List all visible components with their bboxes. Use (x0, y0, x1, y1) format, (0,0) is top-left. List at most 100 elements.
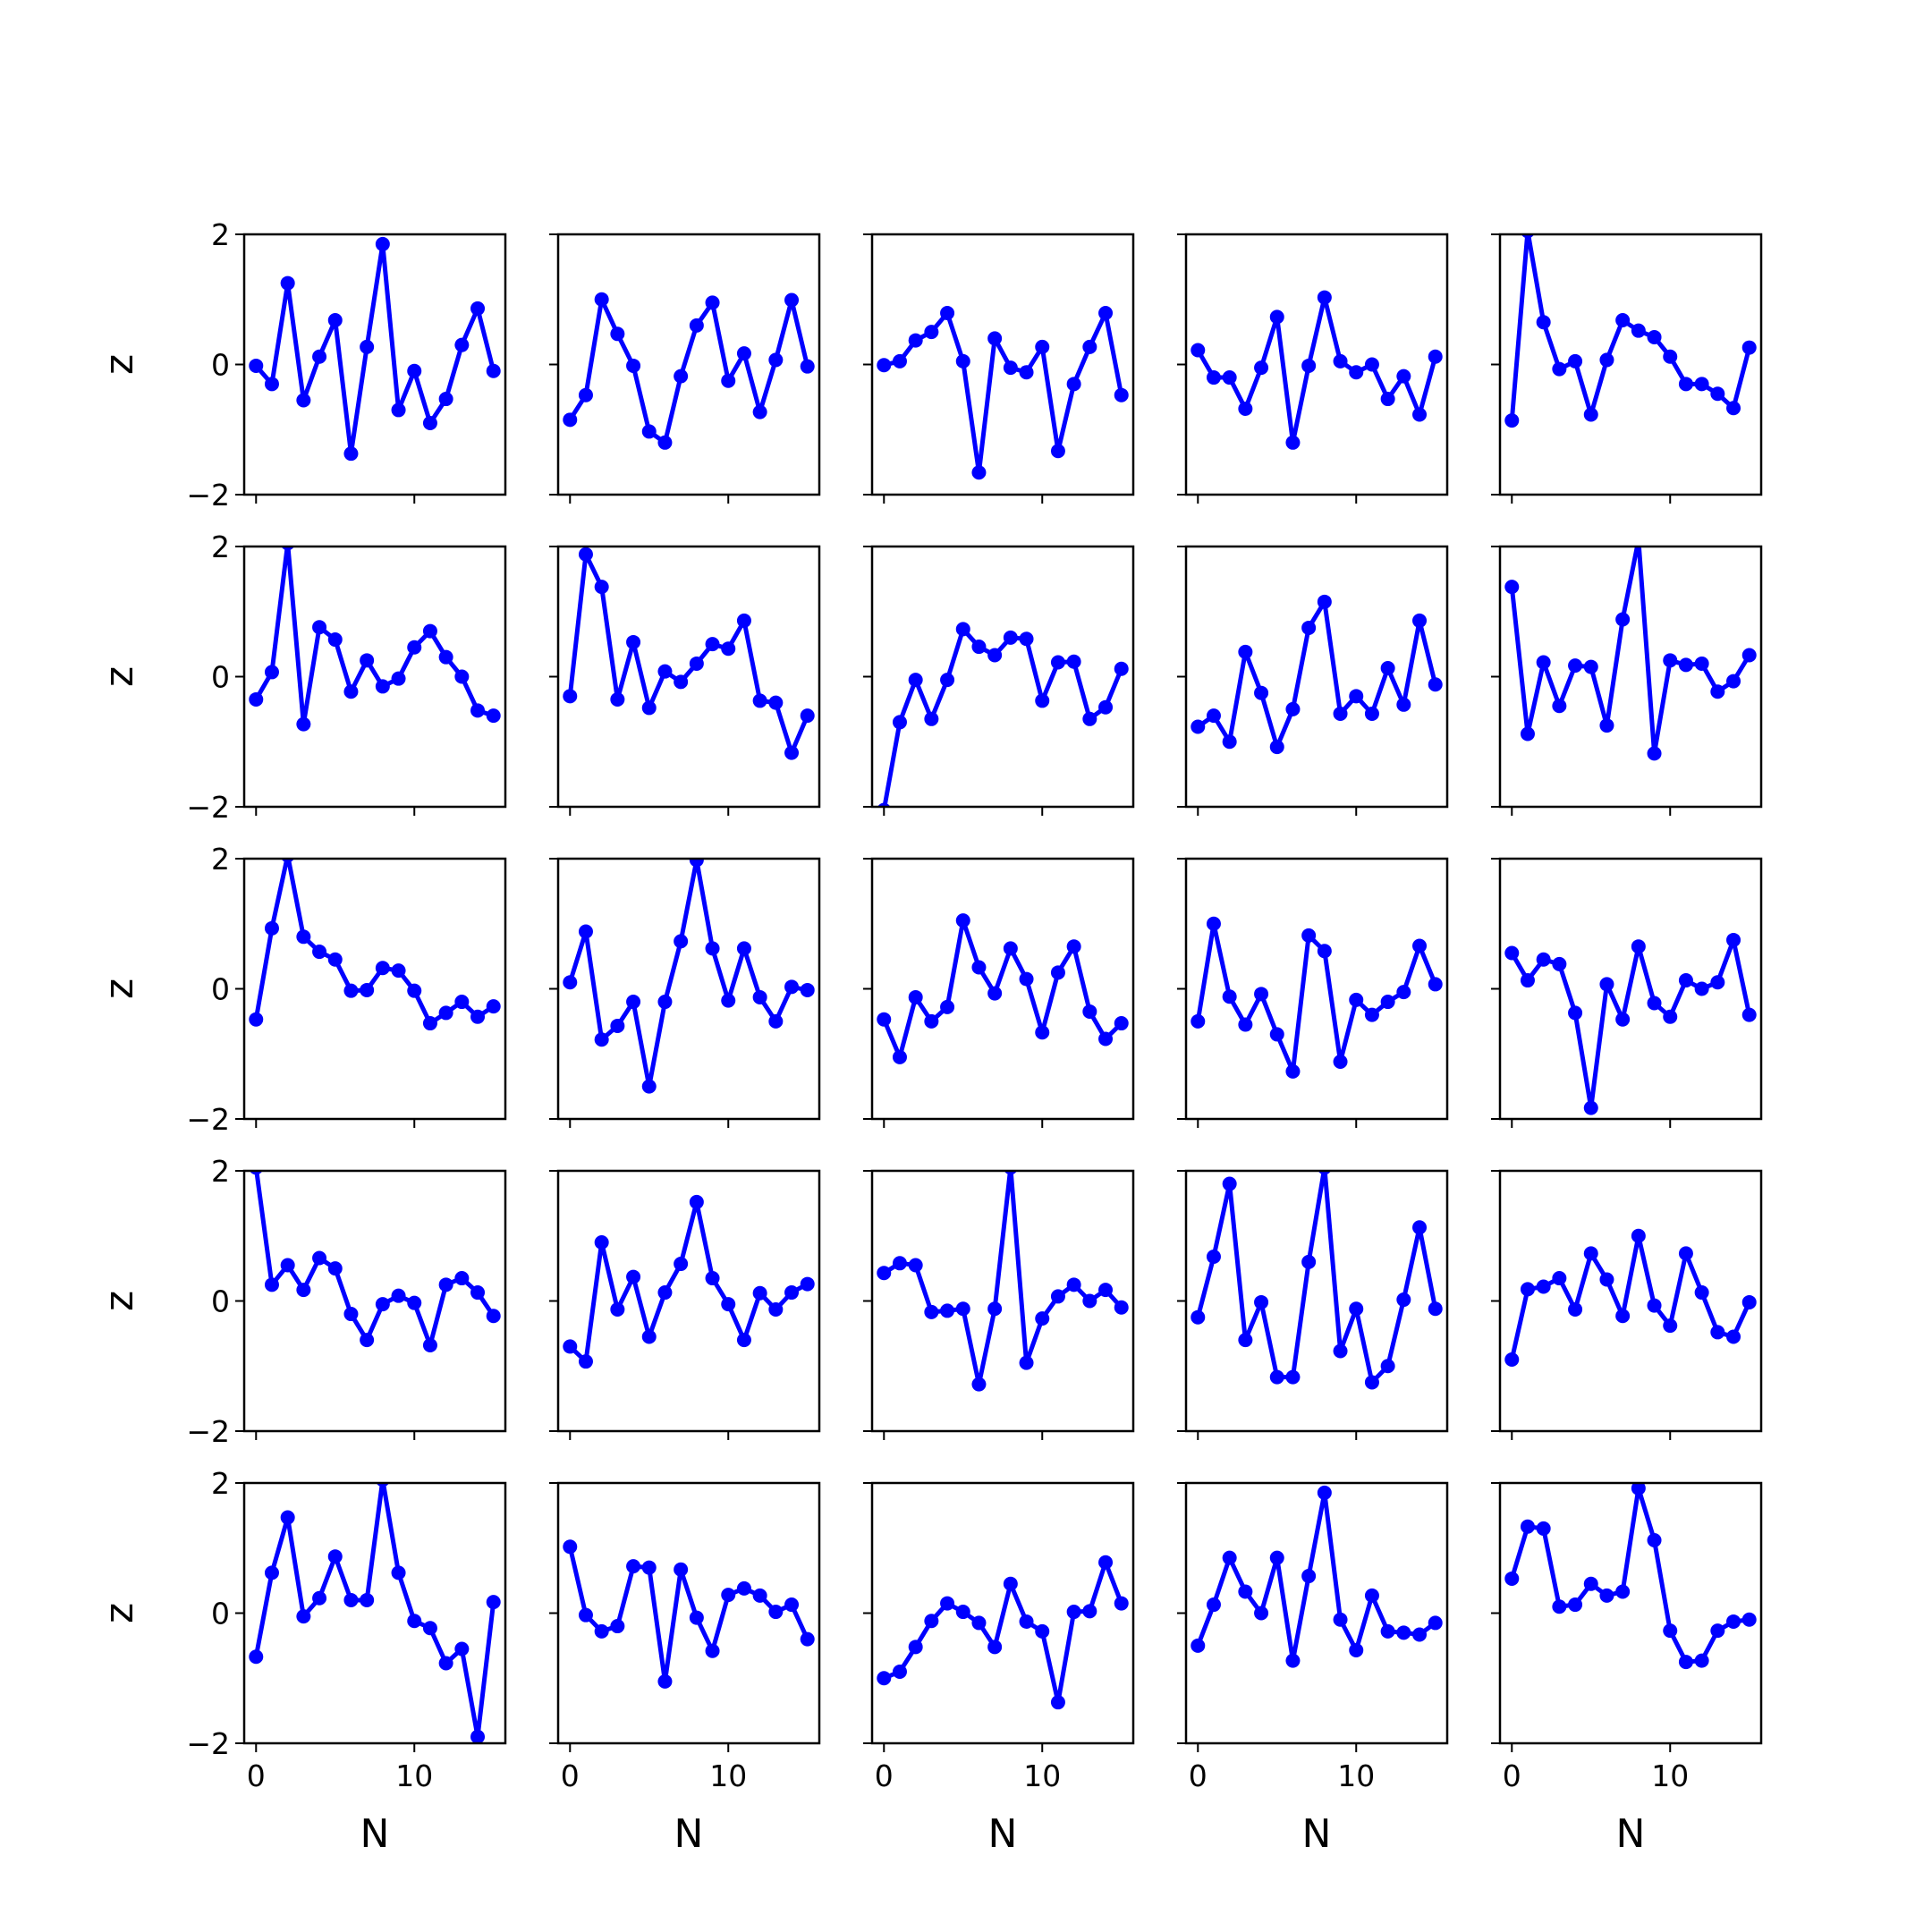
x-tick-label: 10 (1023, 1758, 1061, 1793)
data-point (1694, 1653, 1709, 1668)
data-point (1631, 323, 1646, 338)
data-point (1114, 661, 1129, 676)
series-line (882, 1171, 1123, 1387)
data-point (1710, 386, 1725, 402)
data-point (454, 995, 470, 1010)
data-point (1428, 1615, 1443, 1631)
data-point (407, 363, 422, 378)
data-point (1536, 1279, 1551, 1294)
data-point (1380, 1623, 1395, 1639)
data-point (1301, 928, 1317, 943)
y-tick-label: −2 (186, 1726, 230, 1761)
data-point (360, 339, 375, 354)
data-point (391, 1565, 406, 1580)
data-point (955, 622, 970, 637)
subplot-r1-c2 (863, 545, 1135, 816)
data-point (1019, 971, 1034, 987)
series (1191, 916, 1443, 1079)
data-point (1396, 697, 1411, 712)
series (1504, 533, 1757, 761)
data-point (610, 1619, 625, 1634)
data-point (1254, 360, 1269, 376)
data-point (1678, 657, 1693, 673)
data-point (705, 941, 720, 956)
data-point (422, 623, 437, 639)
data-point (343, 1592, 359, 1607)
data-point (1082, 711, 1097, 726)
data-point (1191, 719, 1206, 734)
data-point (955, 353, 970, 369)
data-point (1364, 1588, 1379, 1603)
subplot-r2-c0: −2 0 2 z (97, 842, 507, 1137)
data-point (422, 1016, 437, 1031)
data-point (327, 952, 343, 967)
axes-frame (1498, 1481, 1763, 1745)
data-point (1003, 1576, 1018, 1591)
y-axis-label: z (97, 354, 142, 375)
data-point (343, 1307, 359, 1322)
data-point (1412, 613, 1428, 628)
data-point (1269, 1027, 1284, 1042)
subplot-r2-c2 (863, 857, 1135, 1128)
data-point (1317, 290, 1332, 305)
data-point (721, 993, 736, 1008)
series-line (567, 552, 810, 756)
data-point (1114, 1016, 1129, 1031)
data-point (971, 960, 987, 975)
data-point (641, 1560, 657, 1575)
data-point (1019, 365, 1034, 380)
x-axis-label: N (360, 1811, 390, 1857)
data-point (1333, 1612, 1348, 1627)
data-point (563, 1339, 578, 1354)
data-point (610, 326, 625, 342)
data-point (1726, 1329, 1741, 1344)
data-point (454, 337, 470, 352)
axes-frame (242, 1481, 507, 1745)
series-line (1509, 1233, 1751, 1360)
data-point (1206, 916, 1221, 931)
axes-frame (1498, 233, 1763, 496)
axes-frame (242, 545, 507, 809)
data-point (1098, 306, 1114, 321)
data-point (1238, 1584, 1253, 1599)
data-point (877, 1012, 892, 1027)
data-point (454, 1271, 470, 1286)
data-point (1726, 674, 1741, 689)
series (1191, 1485, 1443, 1668)
data-point (1301, 358, 1317, 373)
data-point (940, 673, 955, 688)
series (1504, 1228, 1757, 1367)
data-point (1631, 533, 1646, 547)
data-point (422, 1337, 437, 1352)
data-point (1364, 1375, 1379, 1390)
data-point (971, 465, 987, 480)
data-point (1098, 1283, 1114, 1298)
axes-frame (870, 1481, 1135, 1745)
series-line (254, 242, 496, 456)
data-point (1631, 939, 1646, 954)
data-point (486, 999, 501, 1014)
data-point (1114, 1300, 1129, 1315)
series (877, 913, 1129, 1064)
data-point (1098, 1031, 1114, 1046)
data-point (1349, 1301, 1364, 1317)
data-point (578, 1607, 593, 1623)
series-line (254, 1171, 496, 1348)
data-point (1380, 995, 1395, 1010)
data-point (281, 859, 294, 863)
series-line (567, 859, 809, 1089)
series (1191, 1171, 1443, 1390)
series (250, 1171, 501, 1352)
data-point (1206, 708, 1221, 724)
data-point (689, 859, 704, 868)
data-point (1206, 1250, 1221, 1265)
data-point (1536, 655, 1551, 670)
data-point (689, 1610, 704, 1625)
subplot-r4-c3: 0 10N (1177, 1481, 1449, 1857)
data-point (1254, 1606, 1269, 1621)
data-point (1647, 996, 1662, 1011)
data-point (674, 934, 689, 949)
data-point (1647, 329, 1662, 344)
data-point (1222, 989, 1237, 1004)
data-point (1615, 1584, 1631, 1599)
